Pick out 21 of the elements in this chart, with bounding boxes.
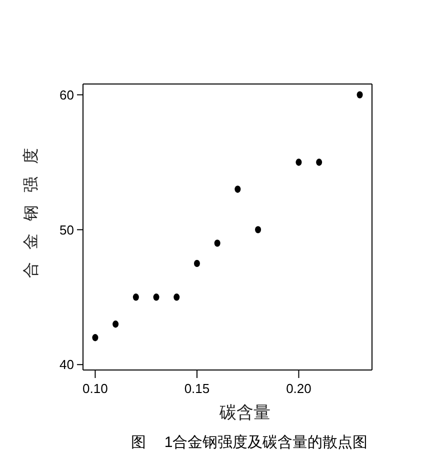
point <box>255 226 262 234</box>
point <box>194 260 200 268</box>
caption: 图 1合金钢强度及碳含量的散点图 <box>131 434 368 451</box>
point <box>214 240 220 247</box>
x-tick-label: 0.10 <box>82 381 108 396</box>
x-tick-label: 0.20 <box>286 381 312 396</box>
point <box>174 294 180 301</box>
y-tick-label: 40 <box>60 357 74 372</box>
point <box>153 294 160 301</box>
point <box>234 186 241 193</box>
y-tick-label: 60 <box>60 87 74 102</box>
point <box>132 294 139 301</box>
y-axis-title: 合 金 钢 强 度 <box>22 144 40 278</box>
point <box>316 158 322 166</box>
x-tick-label: 0.15 <box>184 381 210 396</box>
point <box>356 91 363 98</box>
point <box>112 320 119 328</box>
point <box>296 158 302 166</box>
x-axis-title: 碳含量 <box>218 403 270 422</box>
y-tick-label: 50 <box>60 222 74 238</box>
point <box>92 334 98 342</box>
